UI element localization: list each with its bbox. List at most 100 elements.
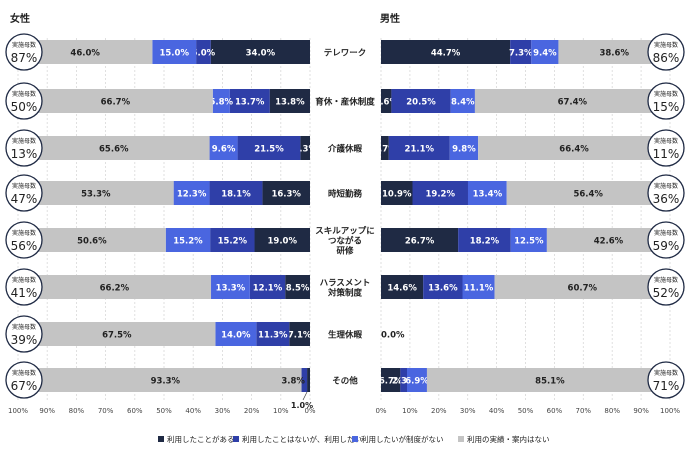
legend-swatch — [352, 436, 358, 442]
data-label-female: 5.0% — [192, 49, 216, 59]
bar-female — [18, 322, 216, 346]
data-label-male-empty: 0.0% — [381, 331, 405, 341]
bar-male — [458, 228, 511, 252]
badge-value: 13% — [11, 147, 38, 161]
category-label: 時短勤務 — [328, 189, 363, 200]
bar-female — [165, 228, 211, 252]
bar-female — [254, 228, 310, 252]
bar-female — [211, 275, 250, 299]
data-label-female: 14.0% — [221, 331, 251, 341]
data-label-female: 67.5% — [102, 331, 132, 341]
data-label-female: 7.1% — [288, 331, 312, 341]
data-label-female-extra: 3.8% — [281, 377, 305, 387]
bar-female — [262, 181, 310, 205]
data-label-female: 13.7% — [235, 98, 265, 108]
data-label-male: 14.6% — [387, 284, 417, 294]
bar-female — [209, 181, 263, 205]
bar-female — [173, 181, 210, 205]
badge-value: 67% — [11, 379, 38, 393]
badge-female — [5, 221, 43, 259]
bar-female — [17, 275, 212, 299]
legend-swatch — [233, 436, 239, 442]
bar-female — [18, 181, 174, 205]
data-label-male: 60.7% — [568, 284, 598, 294]
bar-female — [229, 89, 270, 113]
badge-caption: 実施母数 — [654, 369, 678, 377]
data-label-female: 46.0% — [70, 49, 100, 59]
x-tick-female: 0% — [304, 407, 315, 415]
bar-male — [381, 89, 392, 113]
data-label-female: 12.3% — [177, 190, 207, 200]
x-tick-female: 20% — [244, 407, 260, 415]
badge-caption: 実施母数 — [12, 323, 36, 331]
data-label-female: 21.5% — [254, 145, 284, 155]
data-label-male: 3.6% — [374, 98, 398, 108]
bar-female — [210, 228, 255, 252]
bar-male — [381, 368, 401, 392]
x-tick-female: 70% — [98, 407, 114, 415]
x-tick-male: 50% — [518, 407, 534, 415]
x-tick-female: 80% — [69, 407, 85, 415]
bar-female — [210, 40, 310, 64]
data-label-female: 18.1% — [221, 190, 251, 200]
bar-male — [388, 136, 450, 160]
data-label-male: 9.4% — [533, 49, 557, 59]
data-label-male: 8.4% — [451, 98, 475, 108]
category-label: 対策制度 — [327, 288, 363, 299]
x-tick-male: 70% — [576, 407, 592, 415]
badge-caption: 実施母数 — [12, 276, 36, 284]
badge-value: 86% — [653, 51, 680, 65]
bar-female — [307, 368, 310, 392]
panel-title-female: 女性 — [10, 12, 30, 25]
data-label-female: 16.3% — [271, 190, 301, 200]
data-label-male: 12.5% — [514, 237, 544, 247]
badge-female — [5, 82, 43, 120]
badge-caption: 実施母数 — [12, 137, 36, 145]
bar-female — [209, 136, 238, 160]
data-label-female: 15.2% — [173, 237, 203, 247]
data-label-female: 66.7% — [101, 98, 131, 108]
bar-female — [269, 89, 310, 113]
badge-female — [5, 174, 43, 212]
badge-male — [647, 361, 685, 399]
data-label-female: 8.5% — [286, 284, 310, 294]
x-tick-male: 10% — [402, 407, 418, 415]
x-tick-female: 40% — [185, 407, 201, 415]
bar-male — [426, 368, 673, 392]
bar-male — [510, 228, 547, 252]
data-label-male: 10.9% — [382, 190, 412, 200]
data-label-male: 56.4% — [573, 190, 603, 200]
bar-male — [423, 275, 463, 299]
badge-caption: 実施母数 — [12, 41, 36, 49]
badge-caption: 実施母数 — [12, 90, 36, 98]
badge-value: 71% — [653, 379, 680, 393]
x-tick-male: 60% — [547, 407, 563, 415]
badge-value: 36% — [653, 192, 680, 206]
bar-female — [285, 275, 310, 299]
badge-female — [5, 268, 43, 306]
badge-male — [647, 82, 685, 120]
data-label-male: 42.6% — [594, 237, 624, 247]
data-label-male: 19.2% — [425, 190, 455, 200]
bar-male — [478, 136, 670, 160]
badge-caption: 実施母数 — [12, 229, 36, 237]
bar-male — [391, 89, 451, 113]
badge-value: 50% — [11, 100, 38, 114]
bar-male — [467, 181, 507, 205]
data-label-male: 44.7% — [431, 49, 461, 59]
data-label-female: 15.0% — [159, 49, 189, 59]
bar-male — [510, 40, 532, 64]
bar-female — [289, 322, 310, 346]
bar-male — [449, 136, 479, 160]
data-label-male: 66.4% — [559, 145, 589, 155]
legend-label: 利用の実績・案内はない — [467, 434, 550, 444]
badge-caption: 実施母数 — [654, 276, 678, 284]
bar-male — [381, 228, 459, 252]
bar-female — [249, 275, 286, 299]
badge-value: 56% — [11, 239, 38, 253]
legend-label: 利用したことがある — [167, 434, 235, 444]
badge-male — [647, 268, 685, 306]
bar-male — [381, 275, 424, 299]
data-label-female: 3.3% — [293, 145, 317, 155]
x-tick-male: 80% — [604, 407, 620, 415]
